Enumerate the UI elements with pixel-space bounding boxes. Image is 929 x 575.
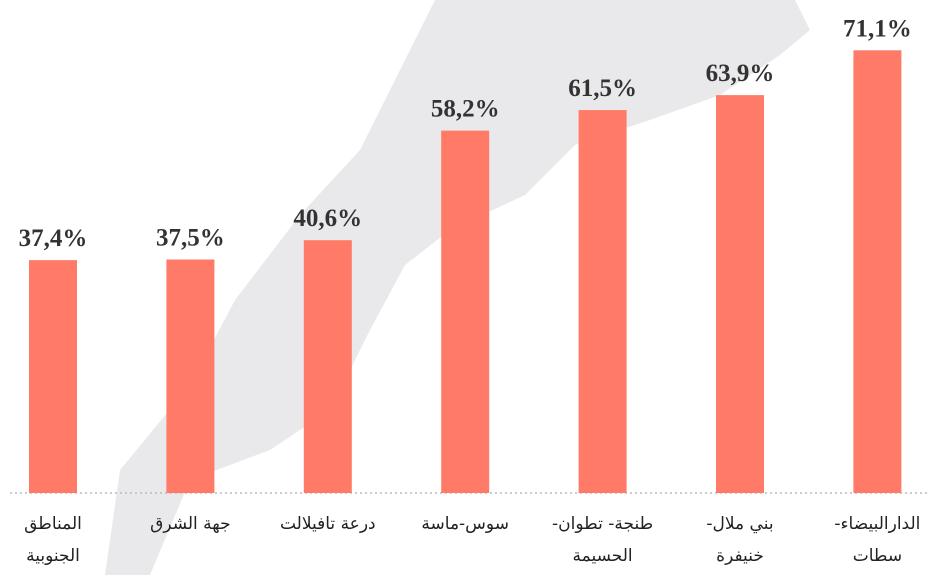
bar bbox=[303, 240, 352, 493]
bar bbox=[716, 95, 764, 493]
x-tick-label: الدارالبيضاء- سطات bbox=[834, 514, 921, 566]
x-tick-label: طنجة- تطوان- الحسيمة bbox=[552, 514, 654, 566]
value-label: 63,9% bbox=[706, 60, 775, 87]
value-label: 40,6% bbox=[293, 205, 362, 232]
x-tick-label: درعة تافيلالت bbox=[279, 514, 376, 534]
bar bbox=[29, 260, 77, 493]
x-tick-label: المناطق الجنوبية bbox=[24, 514, 82, 566]
bar bbox=[853, 50, 902, 494]
bar bbox=[578, 110, 627, 493]
map-background bbox=[105, 0, 810, 575]
x-tick-label: بني ملال- خنيفرة bbox=[706, 514, 774, 566]
value-label: 61,5% bbox=[568, 75, 637, 102]
x-tick-label: جهة الشرق bbox=[150, 514, 231, 534]
bar bbox=[441, 130, 490, 493]
bar bbox=[166, 259, 215, 493]
value-label: 37,5% bbox=[156, 225, 225, 252]
x-tick-label: سوس-ماسة bbox=[421, 514, 509, 534]
value-label: 58,2% bbox=[431, 96, 500, 123]
value-label: 71,1% bbox=[843, 15, 912, 42]
value-label: 37,4% bbox=[19, 225, 88, 252]
